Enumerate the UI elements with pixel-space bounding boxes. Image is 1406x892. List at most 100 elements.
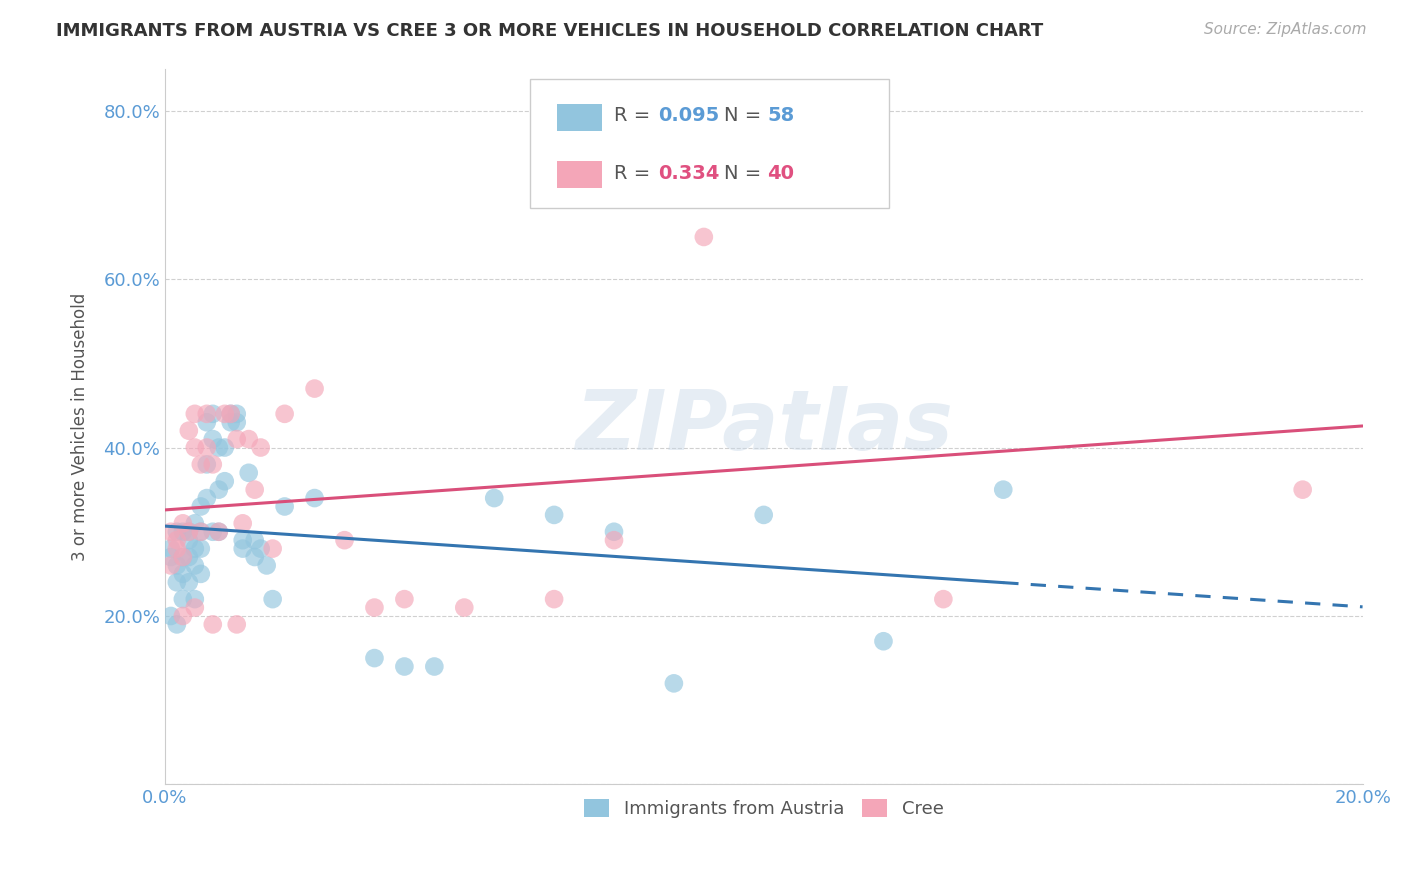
Point bbox=[172, 592, 194, 607]
Point bbox=[166, 558, 188, 573]
Point bbox=[160, 609, 183, 624]
Point bbox=[177, 424, 200, 438]
Point bbox=[184, 516, 207, 531]
Point bbox=[249, 541, 271, 556]
Point bbox=[208, 441, 231, 455]
Point bbox=[195, 415, 218, 429]
Point bbox=[172, 549, 194, 564]
Legend: Immigrants from Austria, Cree: Immigrants from Austria, Cree bbox=[576, 792, 950, 825]
Text: IMMIGRANTS FROM AUSTRIA VS CREE 3 OR MORE VEHICLES IN HOUSEHOLD CORRELATION CHAR: IMMIGRANTS FROM AUSTRIA VS CREE 3 OR MOR… bbox=[56, 22, 1043, 40]
Point bbox=[394, 659, 416, 673]
Point bbox=[160, 549, 183, 564]
Point bbox=[208, 524, 231, 539]
Point bbox=[273, 407, 295, 421]
Point bbox=[813, 187, 835, 202]
Text: N =: N = bbox=[724, 163, 768, 183]
Point bbox=[232, 541, 254, 556]
FancyBboxPatch shape bbox=[530, 79, 890, 208]
Text: ZIPatlas: ZIPatlas bbox=[575, 386, 953, 467]
Point bbox=[195, 491, 218, 505]
Text: 40: 40 bbox=[768, 163, 794, 183]
Point bbox=[166, 575, 188, 590]
Point bbox=[208, 524, 231, 539]
Point bbox=[177, 575, 200, 590]
Text: 0.334: 0.334 bbox=[658, 163, 720, 183]
Text: 0.095: 0.095 bbox=[658, 106, 720, 125]
Bar bbox=[557, 103, 602, 131]
Point bbox=[184, 600, 207, 615]
Point bbox=[166, 524, 188, 539]
Point bbox=[932, 592, 955, 607]
Text: R =: R = bbox=[614, 106, 657, 125]
Point bbox=[662, 676, 685, 690]
Point bbox=[172, 609, 194, 624]
Point bbox=[394, 592, 416, 607]
Point bbox=[243, 549, 266, 564]
Point bbox=[177, 524, 200, 539]
Point bbox=[249, 441, 271, 455]
Point bbox=[219, 407, 242, 421]
Point bbox=[201, 524, 224, 539]
Point bbox=[273, 500, 295, 514]
Point bbox=[1292, 483, 1315, 497]
Point bbox=[262, 541, 284, 556]
Point bbox=[166, 541, 188, 556]
Point bbox=[238, 466, 260, 480]
Point bbox=[172, 516, 194, 531]
Point bbox=[160, 541, 183, 556]
Point bbox=[190, 500, 212, 514]
Point bbox=[232, 533, 254, 548]
Point bbox=[184, 558, 207, 573]
Point bbox=[195, 407, 218, 421]
Point bbox=[603, 533, 626, 548]
Point bbox=[177, 524, 200, 539]
Point bbox=[190, 524, 212, 539]
Text: R =: R = bbox=[614, 163, 657, 183]
Point bbox=[256, 558, 278, 573]
Point bbox=[190, 458, 212, 472]
Point bbox=[190, 524, 212, 539]
Point bbox=[177, 533, 200, 548]
Point bbox=[333, 533, 356, 548]
Point bbox=[872, 634, 894, 648]
Point bbox=[214, 441, 236, 455]
Point bbox=[214, 474, 236, 488]
Text: N =: N = bbox=[724, 106, 768, 125]
Point bbox=[238, 432, 260, 446]
Point bbox=[184, 541, 207, 556]
Point bbox=[214, 407, 236, 421]
Point bbox=[201, 617, 224, 632]
Point bbox=[184, 592, 207, 607]
Point bbox=[693, 230, 716, 244]
Point bbox=[208, 483, 231, 497]
Point bbox=[262, 592, 284, 607]
Point bbox=[219, 415, 242, 429]
Point bbox=[201, 458, 224, 472]
Point bbox=[752, 508, 775, 522]
Point bbox=[195, 441, 218, 455]
Bar bbox=[557, 161, 602, 188]
Point bbox=[219, 407, 242, 421]
Text: 58: 58 bbox=[768, 106, 794, 125]
Point bbox=[453, 600, 475, 615]
Text: Source: ZipAtlas.com: Source: ZipAtlas.com bbox=[1204, 22, 1367, 37]
Point bbox=[225, 415, 247, 429]
Point bbox=[543, 508, 565, 522]
Point bbox=[603, 524, 626, 539]
Point bbox=[993, 483, 1015, 497]
Point bbox=[160, 558, 183, 573]
Point bbox=[190, 541, 212, 556]
Point bbox=[225, 432, 247, 446]
Point bbox=[172, 566, 194, 581]
Point bbox=[363, 600, 385, 615]
Point bbox=[172, 524, 194, 539]
Point bbox=[484, 491, 506, 505]
Point bbox=[363, 651, 385, 665]
Point bbox=[201, 432, 224, 446]
Point bbox=[243, 533, 266, 548]
Point bbox=[166, 617, 188, 632]
Point bbox=[543, 592, 565, 607]
Point bbox=[190, 566, 212, 581]
Point bbox=[172, 549, 194, 564]
Point bbox=[201, 407, 224, 421]
